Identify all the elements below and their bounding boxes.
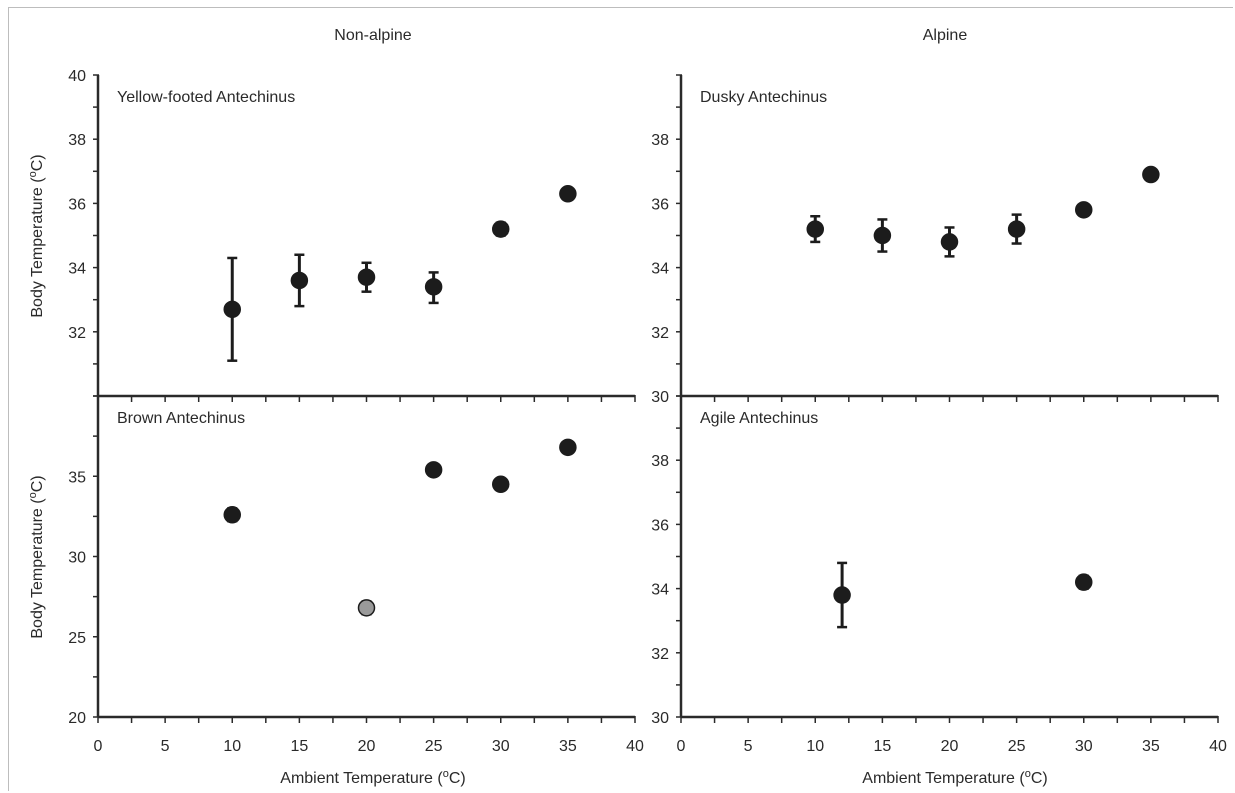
y-axis-label-bottom-text: Body Temperature ( [29,498,46,639]
y-axis-label-top-unit: C) [29,154,46,171]
x-axis-label-left-degree: o [443,768,449,780]
panel-4-y-tick-label: 34 [651,582,669,599]
panel-2-title: Dusky Antechinus [700,89,827,106]
panel-3-y-tick-label: 20 [68,710,86,727]
panel-2-data-point [1007,220,1026,238]
x-axis-label-left: Ambient Temperature (oC) [280,768,465,787]
panel-3-x-tick-label: 10 [223,738,241,755]
panel-4-x-tick-label: 35 [1142,738,1160,755]
panel-2-y-tick-label: 34 [651,261,669,278]
panel-1-data-point [223,300,241,319]
panel-2-data-point [1142,165,1160,184]
x-axis-label-right-degree: o [1025,768,1031,780]
panel-3-x-tick-label: 35 [559,738,577,755]
panel-1-data-point [492,220,510,238]
column-title-alpine: Alpine [923,27,968,44]
x-axis-label-right-unit: C) [1031,770,1048,787]
panel-4-data-point [1075,573,1093,591]
panel-3-data-point [559,438,577,457]
panel-4-x-tick-label: 15 [873,738,891,755]
panel-4-x-tick-label: 0 [677,738,686,755]
panel-1-y-tick-label: 32 [68,325,86,342]
panel-4-x-tick-label: 20 [941,738,959,755]
panel-2-y-tick-label: 36 [651,196,669,213]
panel-3-y-tick-label: 35 [68,469,86,486]
panel-3-x-tick-label: 15 [290,738,308,755]
panel-2-y-tick-label: 30 [651,389,669,406]
panel-4-y-tick-label: 38 [651,453,669,470]
panel-4-x-tick-label: 25 [1008,738,1026,755]
panel-3-y-tick-label: 30 [68,550,86,567]
panel-1-data-point [357,268,376,286]
panel-4-data-point [833,586,851,604]
panel-1-data-point [290,271,309,290]
x-axis-label-right: Ambient Temperature (oC) [862,768,1047,787]
panel-2-y-tick-label: 32 [651,325,669,342]
panel-2-data-point [1075,201,1093,219]
x-axis-label-left-text: Ambient Temperature ( [280,770,443,787]
panel-4-y-tick-label: 36 [651,517,669,534]
panel-3-data-point [492,475,510,494]
panel-3-data-point [223,506,241,524]
panel-4-x-tick-label: 40 [1209,738,1227,755]
y-axis-label-bottom: Body Temperature (oC) [27,475,46,638]
panel-3-x-tick-label: 40 [626,738,644,755]
panel-2-data-point [806,220,824,238]
x-axis-label-left-unit: C) [449,770,466,787]
panel-1-y-tick-label: 40 [68,68,86,85]
panel-4-title: Agile Antechinus [700,410,818,427]
panel-1-data-point [559,185,577,203]
panel-4-x-tick-label: 10 [806,738,824,755]
panel-4-y-tick-label: 30 [651,710,669,727]
panel-3-data-point [357,599,376,617]
panel-1-y-tick-label: 38 [68,132,86,149]
panel-3-x-tick-label: 20 [358,738,376,755]
panel-3-x-tick-label: 25 [425,738,443,755]
y-axis-label-top: Body Temperature (oC) [27,154,46,317]
panel-3-data-point [424,461,443,479]
panel-4-y-tick-label: 32 [651,646,669,663]
y-axis-label-bottom-degree: o [27,492,39,498]
panel-1-y-tick-label: 34 [68,261,86,278]
panel-3-title: Brown Antechinus [117,410,245,427]
panel-4-x-tick-label: 5 [744,738,753,755]
y-axis-label-top-text: Body Temperature ( [29,177,46,318]
figure-frame [8,7,1233,791]
panel-2-data-point [873,226,892,245]
panel-2-y-tick-label: 38 [651,132,669,149]
panel-4-x-tick-label: 30 [1075,738,1093,755]
panel-1-y-tick-label: 36 [68,196,86,213]
x-axis-label-right-text: Ambient Temperature ( [862,770,1025,787]
panel-3-x-tick-label: 0 [94,738,103,755]
panel-3-x-tick-label: 5 [161,738,170,755]
y-axis-label-top-degree: o [27,171,39,177]
panel-3-x-tick-label: 30 [492,738,510,755]
column-title-non-alpine: Non-alpine [334,27,411,44]
y-axis-label-bottom-unit: C) [29,475,46,492]
panel-1-title: Yellow-footed Antechinus [117,89,295,106]
panel-3-y-tick-label: 25 [68,630,86,647]
panel-2-data-point [940,233,959,251]
panel-1-data-point [424,278,443,296]
